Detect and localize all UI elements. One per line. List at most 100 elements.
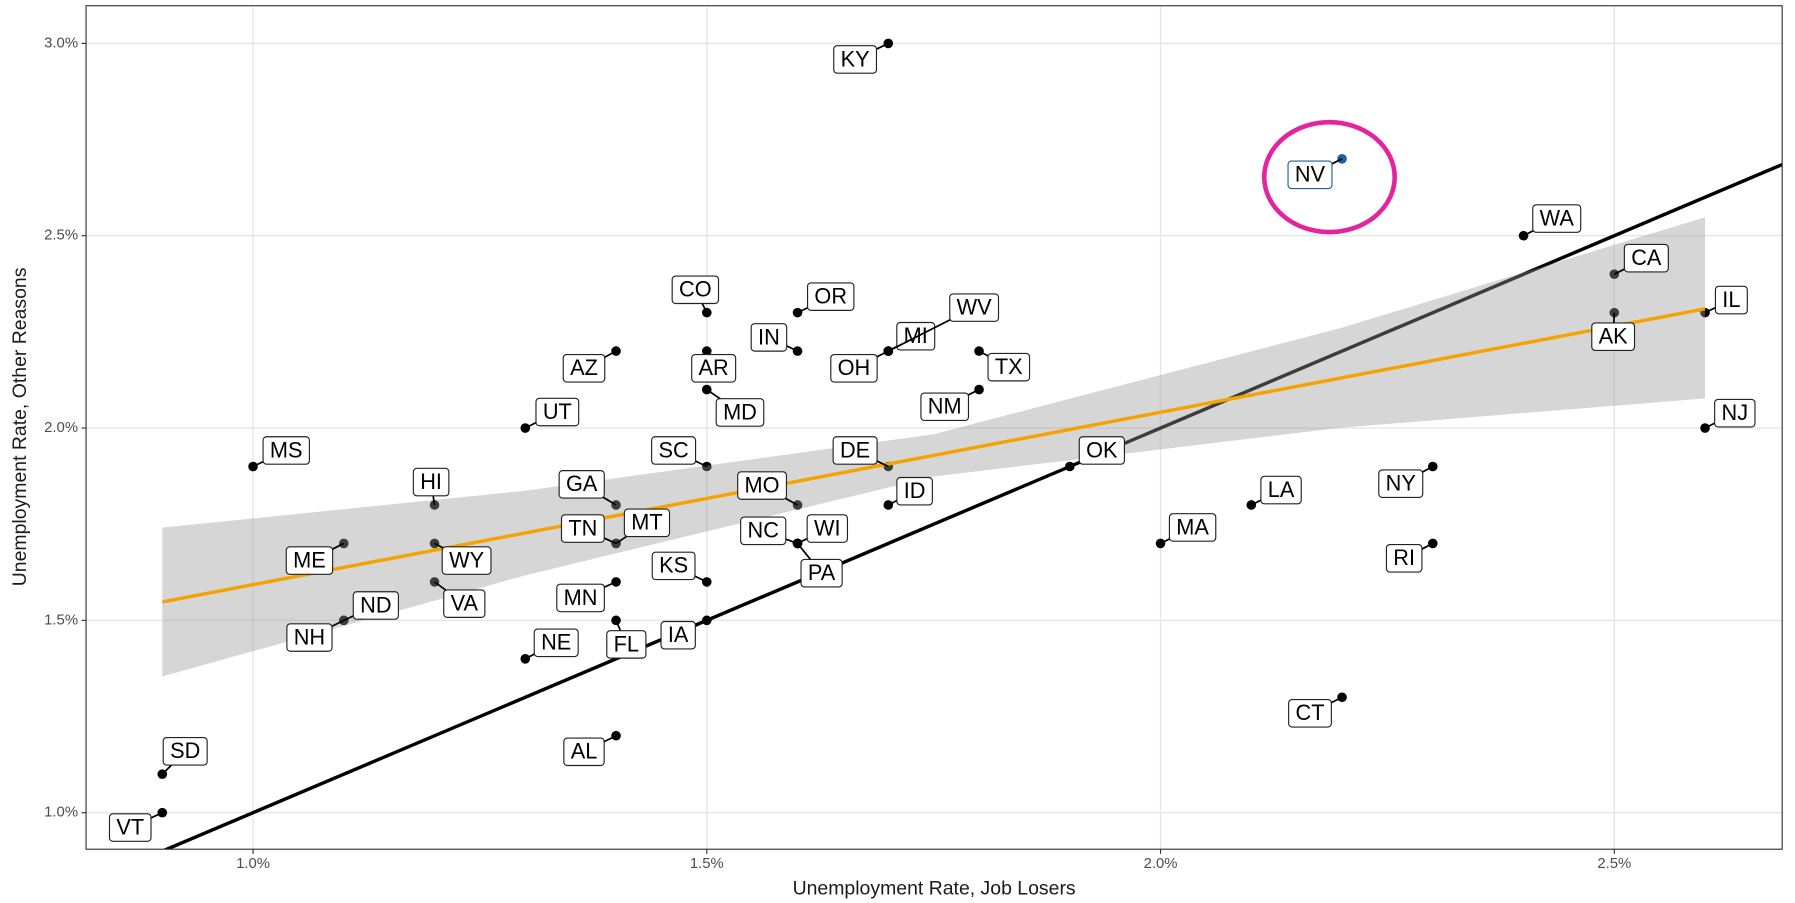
point-label: NY bbox=[1378, 469, 1424, 498]
label-box bbox=[412, 467, 450, 497]
label-box bbox=[441, 546, 492, 575]
label-box bbox=[285, 546, 334, 575]
label-box bbox=[651, 551, 696, 581]
label-text: SD bbox=[170, 738, 200, 763]
reference-line bbox=[162, 162, 1783, 850]
label-text: CO bbox=[679, 277, 712, 302]
label-box bbox=[1287, 160, 1333, 190]
point bbox=[701, 346, 712, 356]
label-text: NM bbox=[928, 394, 962, 419]
point-label: SC bbox=[651, 436, 697, 465]
label-text: AZ bbox=[570, 355, 598, 380]
point-label: VA bbox=[443, 589, 486, 618]
label-box bbox=[1378, 469, 1424, 498]
label-box bbox=[806, 282, 855, 311]
label-box bbox=[533, 628, 579, 658]
point-label: SD bbox=[162, 737, 208, 766]
label-text: LA bbox=[1268, 477, 1295, 502]
point-label: MN bbox=[556, 583, 605, 613]
point-label: RI bbox=[1385, 544, 1423, 573]
label-box bbox=[623, 508, 671, 538]
point-label: DE bbox=[832, 436, 878, 465]
label-box bbox=[830, 353, 878, 383]
point-label: OK bbox=[1078, 436, 1125, 465]
label-text: NH bbox=[294, 624, 325, 649]
label-box bbox=[286, 623, 333, 652]
label-text: MD bbox=[723, 399, 757, 424]
fit-line bbox=[161, 307, 1706, 604]
label-text: RI bbox=[1393, 545, 1415, 570]
label-text: FL bbox=[614, 631, 639, 656]
label-text: UT bbox=[543, 399, 572, 424]
label-box bbox=[660, 620, 696, 650]
point-label: KY bbox=[833, 45, 878, 74]
point-label: NM bbox=[920, 392, 970, 422]
point bbox=[520, 423, 531, 433]
y-tick-label: 2.5% bbox=[44, 228, 78, 244]
point-label: NJ bbox=[1714, 398, 1756, 428]
label-text: IL bbox=[1722, 287, 1740, 312]
point-label: HI bbox=[412, 467, 450, 497]
point-label: NE bbox=[533, 628, 579, 658]
label-text: TX bbox=[995, 354, 1023, 379]
label-box bbox=[1714, 285, 1748, 315]
label-box bbox=[262, 436, 310, 465]
label-text: MT bbox=[631, 510, 662, 535]
label-text: IN bbox=[758, 324, 780, 349]
label-text: WY bbox=[449, 547, 485, 572]
label-box bbox=[1385, 544, 1423, 573]
point-label: IL bbox=[1714, 285, 1748, 315]
label-text: SC bbox=[659, 437, 689, 462]
label-text: IA bbox=[668, 622, 689, 647]
point-label: AZ bbox=[562, 353, 606, 383]
label-box bbox=[1078, 436, 1125, 465]
label-text: NC bbox=[748, 518, 779, 543]
point bbox=[611, 577, 621, 587]
point-label: ID bbox=[896, 476, 933, 506]
point-label: WA bbox=[1532, 204, 1582, 233]
point-label: MS bbox=[262, 436, 310, 465]
point-label: NV bbox=[1287, 160, 1333, 190]
label-box bbox=[1714, 398, 1756, 428]
label-box bbox=[832, 436, 878, 465]
point-label: UT bbox=[535, 397, 580, 427]
label-box bbox=[1288, 698, 1332, 728]
point-labels: KY NV WA CA AK IL NJ CO OR IN AR MD AZ OH MI WV TX NM UT MS… bbox=[108, 42, 1756, 842]
point-label: AL bbox=[563, 737, 605, 767]
point bbox=[701, 384, 712, 395]
point-label: CO bbox=[671, 275, 720, 305]
label-text: WA bbox=[1540, 205, 1575, 230]
point-label: OH bbox=[830, 353, 878, 383]
point-label: AK bbox=[1591, 322, 1636, 351]
label-box bbox=[833, 45, 878, 74]
point-label: ME bbox=[285, 546, 334, 575]
point-label: AR bbox=[691, 353, 737, 383]
label-text: OH bbox=[838, 355, 871, 380]
label-box bbox=[896, 476, 933, 506]
point bbox=[1427, 461, 1438, 472]
label-text: ME bbox=[293, 547, 326, 572]
grid bbox=[81, 5, 1783, 854]
y-tick-label: 3.0% bbox=[44, 35, 78, 51]
label-box bbox=[1591, 322, 1636, 351]
point-label: NC bbox=[740, 516, 787, 546]
label-text: ID bbox=[904, 478, 926, 503]
label-box bbox=[737, 471, 788, 500]
label-text: WV bbox=[957, 295, 993, 320]
label-text: NV bbox=[1295, 162, 1326, 187]
label-text: MS bbox=[270, 437, 303, 462]
label-box bbox=[920, 392, 970, 422]
point-label: ND bbox=[352, 591, 399, 620]
y-tick-label: 1.0% bbox=[44, 805, 78, 821]
label-box bbox=[740, 516, 787, 546]
point-label: MO bbox=[737, 471, 788, 500]
label-box bbox=[651, 436, 697, 465]
point-label: NH bbox=[286, 623, 333, 652]
label-box bbox=[108, 813, 152, 842]
label-box bbox=[715, 398, 765, 427]
point bbox=[1155, 538, 1166, 549]
label-text: HI bbox=[420, 469, 442, 494]
point-label: IN bbox=[750, 323, 788, 352]
label-box bbox=[1260, 475, 1302, 505]
label-box bbox=[352, 591, 399, 620]
